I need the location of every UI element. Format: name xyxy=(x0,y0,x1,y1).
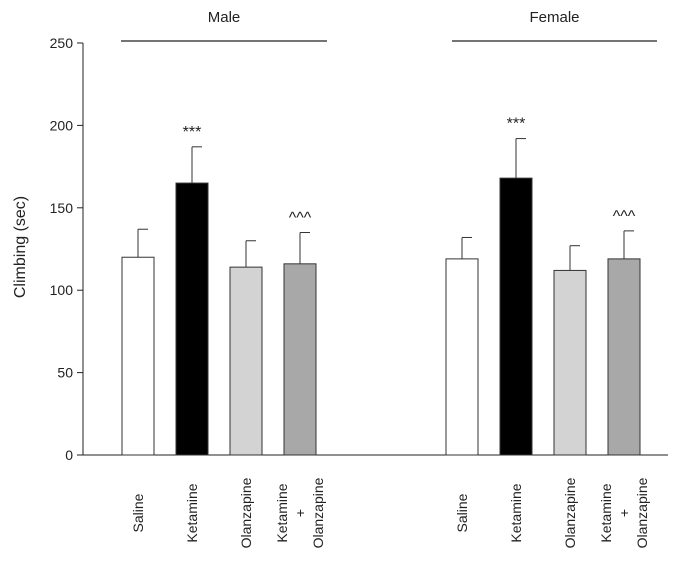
significance-marker: *** xyxy=(183,124,202,141)
bar xyxy=(499,177,533,456)
y-axis-label: Climbing (sec) xyxy=(12,196,29,298)
bar xyxy=(121,256,155,456)
bar xyxy=(175,182,209,456)
bar xyxy=(283,263,317,456)
bar xyxy=(553,269,587,456)
group-label: Male xyxy=(208,9,241,26)
bar xyxy=(229,266,263,456)
x-tick-label: Olanzapine xyxy=(562,477,578,548)
bar xyxy=(445,258,479,456)
y-tick-label: 200 xyxy=(50,117,74,133)
x-tick-label: Ketamine xyxy=(184,483,200,542)
y-tick-label: 50 xyxy=(57,365,73,381)
group-label: Female xyxy=(529,9,579,26)
x-tick-label: Saline xyxy=(454,493,470,532)
plot-area: 0 50 100 150 200 250 Male Saline *** Ketamine Olan… xyxy=(50,9,668,548)
significance-marker: ^^^ xyxy=(613,208,636,225)
significance-marker: *** xyxy=(507,116,526,133)
x-tick-label: Olanzapine xyxy=(238,477,254,548)
x-tick-label: Ketamine xyxy=(274,483,290,542)
y-tick-label: 150 xyxy=(50,200,74,216)
bar xyxy=(607,258,641,456)
y-tick-label: 250 xyxy=(50,35,74,51)
y-tick-label: 0 xyxy=(65,447,73,463)
x-tick-label: + xyxy=(292,509,308,517)
x-tick-label: Olanzapine xyxy=(634,477,650,548)
x-tick-label: + xyxy=(616,509,632,517)
y-tick-label: 100 xyxy=(50,282,74,298)
x-tick-label: Saline xyxy=(130,493,146,532)
significance-marker: ^^^ xyxy=(289,210,312,227)
x-tick-label: Olanzapine xyxy=(310,477,326,548)
x-tick-label: Ketamine xyxy=(508,483,524,542)
x-tick-label: Ketamine xyxy=(598,483,614,542)
